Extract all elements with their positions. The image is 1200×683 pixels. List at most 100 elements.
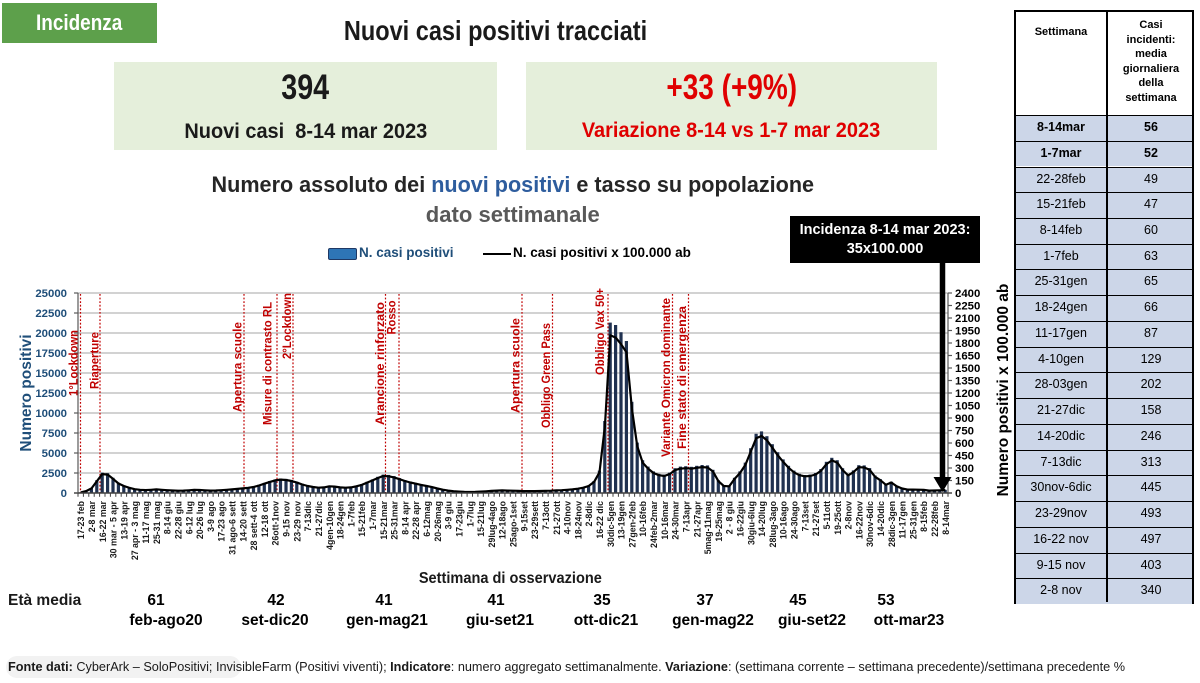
- svg-text:1-7mar: 1-7mar: [368, 500, 378, 529]
- svg-text:8-14 giu: 8-14 giu: [163, 501, 173, 534]
- svg-text:30giu-6lug: 30giu-6lug: [746, 501, 756, 545]
- svg-text:9-15set: 9-15set: [519, 501, 529, 531]
- svg-text:7-13set: 7-13set: [800, 501, 810, 531]
- svg-text:13-19gen: 13-19gen: [617, 501, 627, 539]
- svg-text:17-23 ago: 17-23 ago: [217, 500, 227, 541]
- svg-text:750: 750: [955, 426, 974, 438]
- svg-text:1500: 1500: [955, 363, 980, 375]
- svg-text:Obbligo Vax 50+: Obbligo Vax 50+: [593, 288, 607, 375]
- svg-text:1800: 1800: [955, 338, 980, 350]
- svg-text:24-30ago: 24-30ago: [790, 500, 800, 539]
- svg-text:1350: 1350: [955, 376, 980, 388]
- svg-text:600: 600: [955, 438, 974, 450]
- svg-text:7-13dic: 7-13dic: [303, 501, 313, 531]
- svg-text:7-13apr: 7-13apr: [682, 500, 692, 532]
- svg-text:1200: 1200: [955, 388, 980, 400]
- svg-text:21-27ott: 21-27ott: [552, 501, 562, 535]
- svg-text:Numero positivi x 100.000 ab: Numero positivi x 100.000 ab: [995, 284, 1012, 497]
- svg-text:11-17gen: 11-17gen: [898, 501, 908, 539]
- svg-text:6-12mag: 6-12mag: [422, 501, 432, 537]
- svg-text:19-25ott: 19-25ott: [833, 501, 843, 535]
- svg-text:12500: 12500: [35, 388, 67, 400]
- svg-text:24-30mar: 24-30mar: [671, 500, 681, 539]
- svg-text:18-24nov: 18-24nov: [573, 501, 583, 539]
- svg-text:17500: 17500: [35, 348, 67, 360]
- svg-text:18-24gen: 18-24gen: [336, 501, 346, 539]
- svg-text:8-14mar: 8-14mar: [941, 500, 951, 534]
- svg-text:15-21feb: 15-21feb: [357, 500, 367, 536]
- svg-text:2°Lockdown: 2°Lockdown: [280, 293, 294, 359]
- svg-text:25000: 25000: [35, 288, 67, 300]
- svg-text:30nov-6dic: 30nov-6dic: [865, 501, 875, 547]
- svg-text:20-26 lug: 20-26 lug: [195, 501, 205, 539]
- svg-text:15000: 15000: [35, 368, 67, 380]
- svg-text:21-27dic: 21-27dic: [314, 501, 324, 536]
- svg-text:19-25mag: 19-25mag: [714, 501, 724, 542]
- svg-text:22-28 giu: 22-28 giu: [174, 501, 184, 539]
- svg-text:2-8 mar: 2-8 mar: [87, 500, 97, 532]
- svg-text:10-16ago: 10-16ago: [779, 500, 789, 539]
- svg-text:30dic-5gen: 30dic-5gen: [606, 501, 616, 547]
- svg-text:22-28 apr: 22-28 apr: [411, 500, 421, 539]
- svg-text:27 apr - 3 mag: 27 apr - 3 mag: [130, 501, 140, 560]
- svg-text:8-15feb: 8-15feb: [919, 500, 929, 531]
- svg-text:5-11ott: 5-11ott: [822, 501, 832, 529]
- svg-text:16-22 dic: 16-22 dic: [595, 501, 605, 539]
- svg-text:2100: 2100: [955, 313, 980, 325]
- svg-text:2-8dic: 2-8dic: [584, 501, 594, 527]
- svg-text:10-16mar: 10-16mar: [660, 500, 670, 539]
- svg-text:21-27set: 21-27set: [811, 501, 821, 536]
- svg-text:29lug-4ago: 29lug-4ago: [487, 500, 497, 547]
- svg-text:150: 150: [955, 476, 974, 488]
- svg-text:28dic-3gen: 28dic-3gen: [887, 501, 897, 547]
- svg-text:9-15 nov: 9-15 nov: [282, 501, 292, 537]
- svg-text:7500: 7500: [42, 428, 67, 440]
- svg-text:3-9 ago: 3-9 ago: [206, 500, 216, 531]
- svg-text:15-21mar: 15-21mar: [379, 500, 389, 539]
- svg-text:8-14 apr: 8-14 apr: [400, 500, 410, 534]
- svg-text:3-9 giu: 3-9 giu: [444, 501, 454, 529]
- svg-text:16-22nov: 16-22nov: [854, 501, 864, 539]
- svg-text:27gen-2feb: 27gen-2feb: [627, 500, 637, 547]
- svg-text:Obbligo Green Pass: Obbligo Green Pass: [539, 323, 553, 428]
- svg-text:10000: 10000: [35, 408, 67, 420]
- svg-text:0: 0: [61, 488, 67, 500]
- svg-text:23-29 nov: 23-29 nov: [292, 501, 302, 542]
- svg-text:17-23giu: 17-23giu: [455, 501, 465, 537]
- svg-text:1650: 1650: [955, 351, 980, 363]
- svg-text:Apertura scuole: Apertura scuole: [509, 318, 523, 413]
- svg-text:30 mar - 5 apr: 30 mar - 5 apr: [109, 500, 119, 558]
- svg-text:4-10nov: 4-10nov: [563, 501, 573, 534]
- svg-text:Variante Omicron dominante: Variante Omicron dominante: [659, 298, 673, 457]
- svg-text:1950: 1950: [955, 326, 980, 338]
- svg-text:10-16feb: 10-16feb: [638, 500, 648, 536]
- svg-text:0: 0: [955, 488, 961, 500]
- svg-text:1°Lockdown: 1°Lockdown: [67, 330, 81, 396]
- svg-text:16-22 mar: 16-22 mar: [98, 500, 108, 542]
- svg-text:14-20lug: 14-20lug: [757, 501, 767, 537]
- svg-text:15-21lug: 15-21lug: [476, 501, 486, 537]
- svg-text:20000: 20000: [35, 328, 67, 340]
- svg-text:7-13ott: 7-13ott: [541, 501, 551, 530]
- svg-text:Riaperture: Riaperture: [88, 332, 102, 389]
- svg-text:2250: 2250: [955, 301, 980, 313]
- svg-text:22-28feb: 22-28feb: [930, 500, 940, 536]
- svg-text:4gen-10gen: 4gen-10gen: [325, 501, 335, 550]
- svg-text:23-29sett: 23-29sett: [530, 501, 540, 539]
- svg-text:5000: 5000: [42, 448, 67, 460]
- svg-text:22500: 22500: [35, 308, 67, 320]
- svg-text:20-26mag: 20-26mag: [433, 501, 443, 542]
- svg-text:24feb-2mar: 24feb-2mar: [649, 500, 659, 548]
- svg-text:25-31mar: 25-31mar: [390, 500, 400, 539]
- svg-text:300: 300: [955, 463, 974, 475]
- svg-text:25ago-1set: 25ago-1set: [509, 501, 519, 547]
- svg-text:28lug-3ago: 28lug-3ago: [768, 500, 778, 547]
- svg-text:11-17 mag: 11-17 mag: [141, 501, 151, 544]
- svg-text:26ott-1nov: 26ott-1nov: [271, 501, 281, 546]
- svg-text:21-27apr: 21-27apr: [692, 500, 702, 537]
- svg-text:12-18 ott: 12-18 ott: [260, 501, 270, 537]
- svg-text:25-31 mag: 25-31 mag: [152, 501, 162, 544]
- svg-text:13-19 apr: 13-19 apr: [119, 500, 129, 539]
- svg-text:2-8nov: 2-8nov: [844, 501, 854, 529]
- svg-text:1-7feb: 1-7feb: [346, 500, 356, 527]
